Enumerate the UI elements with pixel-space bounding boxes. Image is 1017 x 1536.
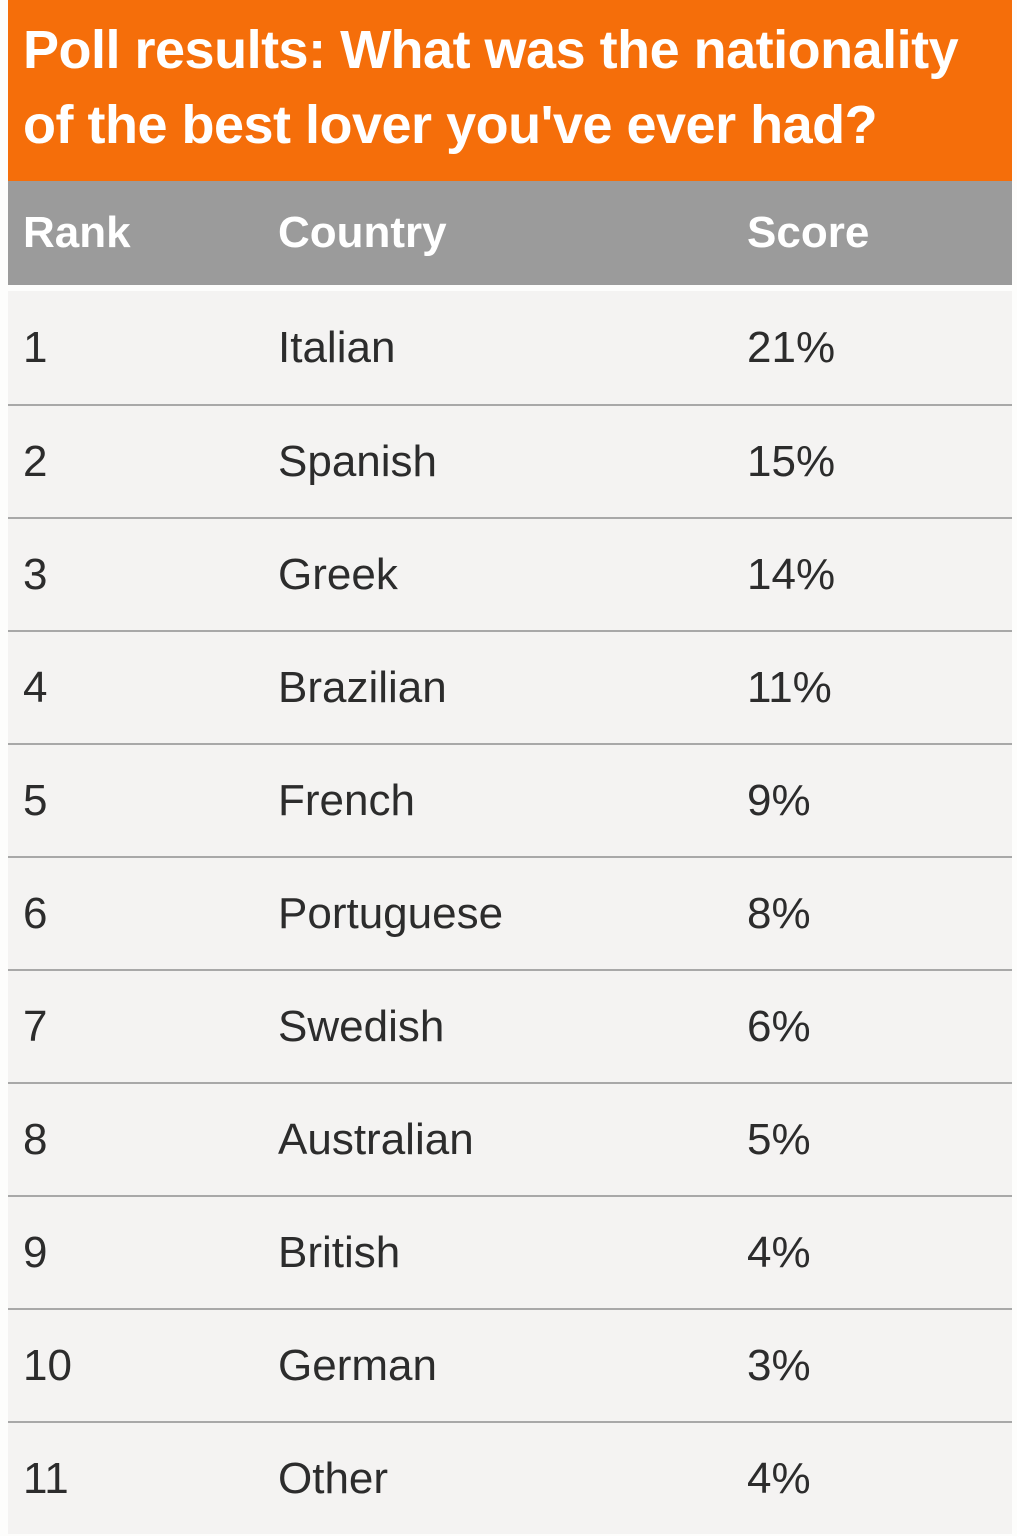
poll-header: Poll results: What was the nationality o… <box>8 0 1012 181</box>
table-row: 1 Italian 21% <box>8 291 1012 404</box>
score-cell: 4% <box>747 1227 811 1277</box>
country-cell: Greek <box>278 549 398 599</box>
column-header-score: Score <box>747 208 870 257</box>
country-cell: Australian <box>278 1114 474 1164</box>
score-cell: 11% <box>747 662 832 712</box>
results-table-body: 1 Italian 21% 2 Spanish 15% 3 Greek 14% … <box>8 291 1012 1534</box>
rank-cell: 4 <box>23 662 48 712</box>
country-cell: Other <box>278 1453 389 1503</box>
country-cell: Brazilian <box>278 662 447 712</box>
table-row: 5 French 9% <box>8 743 1012 856</box>
rank-cell: 2 <box>23 436 48 486</box>
table-row: 3 Greek 14% <box>8 517 1012 630</box>
rank-cell: 3 <box>23 549 48 599</box>
score-cell: 15% <box>747 436 836 486</box>
score-cell: 4% <box>747 1453 811 1503</box>
rank-cell: 11 <box>23 1453 69 1503</box>
rank-cell: 1 <box>23 322 48 372</box>
country-cell: Spanish <box>278 436 438 486</box>
score-cell: 8% <box>747 888 811 938</box>
table-row: 2 Spanish 15% <box>8 404 1012 517</box>
rank-cell: 8 <box>23 1114 48 1164</box>
country-cell: German <box>278 1340 437 1390</box>
rank-cell: 5 <box>23 775 48 825</box>
table-row: 10 German 3% <box>8 1308 1012 1421</box>
table-row: 9 British 4% <box>8 1195 1012 1308</box>
country-cell: French <box>278 775 415 825</box>
score-cell: 14% <box>747 549 836 599</box>
column-header-country: Country <box>278 208 447 257</box>
table-row: 4 Brazilian 11% <box>8 630 1012 743</box>
table-row: 7 Swedish 6% <box>8 969 1012 1082</box>
country-cell: Swedish <box>278 1001 445 1051</box>
country-cell: Portuguese <box>278 888 504 938</box>
score-cell: 21% <box>747 322 836 372</box>
country-cell: British <box>278 1227 401 1277</box>
poll-title: Poll results: What was the nationality o… <box>23 20 959 155</box>
rank-cell: 7 <box>23 1001 48 1051</box>
score-cell: 5% <box>747 1114 811 1164</box>
rank-cell: 9 <box>23 1227 48 1277</box>
country-cell: Italian <box>278 322 396 372</box>
poll-results-widget: Poll results: What was the nationality o… <box>8 0 1012 1534</box>
table-row: 11 Other 4% <box>8 1421 1012 1534</box>
rank-cell: 6 <box>23 888 48 938</box>
score-cell: 6% <box>747 1001 811 1051</box>
table-row: 6 Portuguese 8% <box>8 856 1012 969</box>
table-row: 8 Australian 5% <box>8 1082 1012 1195</box>
rank-cell: 10 <box>23 1340 72 1390</box>
score-cell: 9% <box>747 775 811 825</box>
column-header-rank: Rank <box>23 208 131 257</box>
score-cell: 3% <box>747 1340 811 1390</box>
table-header-row: Rank Country Score <box>8 181 1012 285</box>
